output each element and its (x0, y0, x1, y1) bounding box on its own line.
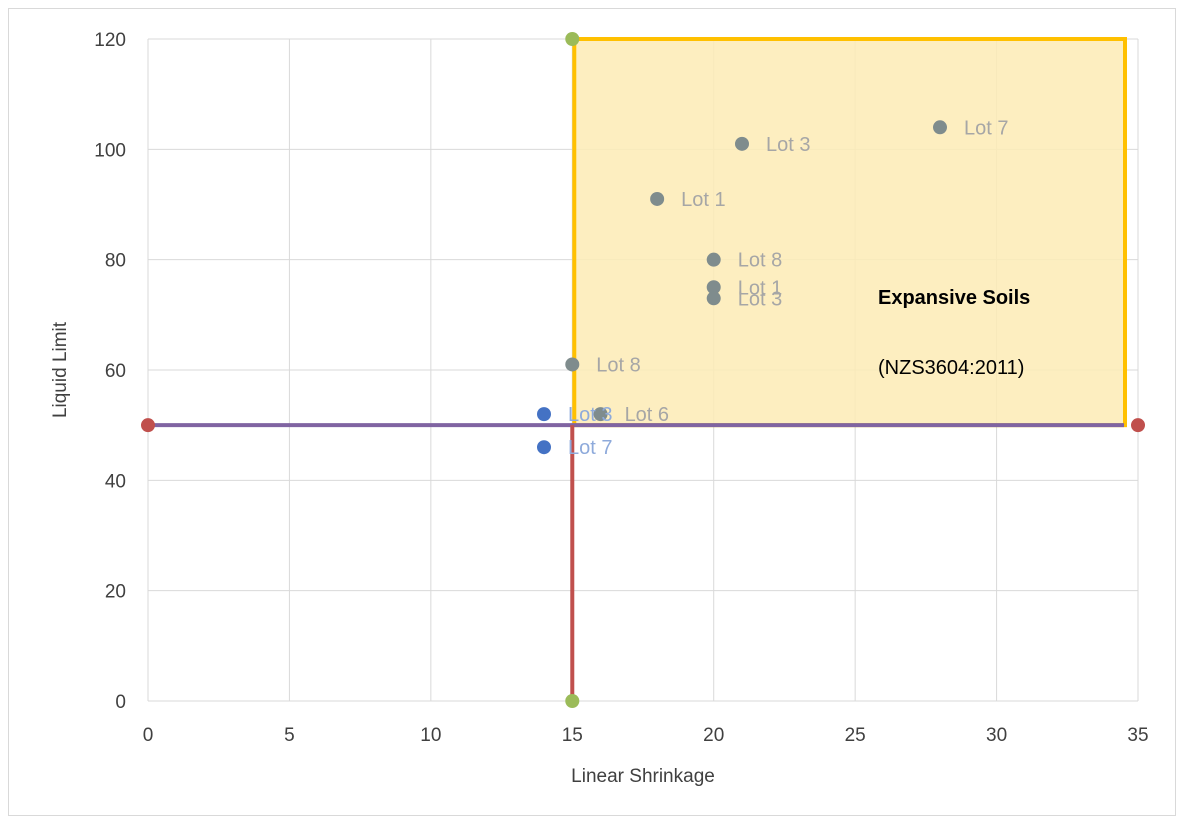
data-point (650, 191, 665, 206)
x-tick-label: 25 (845, 725, 866, 746)
data-point (537, 440, 551, 455)
threshold-lines (141, 32, 1145, 708)
x-axis-title: Linear Shrinkage (571, 766, 715, 787)
data-point-label: Lot 6 (625, 404, 669, 426)
data-point (706, 252, 721, 267)
threshold-endpoint-marker (141, 418, 155, 433)
threshold-endpoint-marker (565, 694, 580, 708)
x-tick-label: 0 (143, 725, 154, 746)
data-point-label: Lot 1 (681, 189, 725, 211)
data-point-label: Lot 7 (964, 117, 1008, 139)
data-point (706, 291, 721, 306)
x-tick-label: 20 (703, 725, 724, 746)
y-tick-label: 20 (105, 582, 126, 603)
y-axis-title: Liquid Limit (50, 321, 71, 418)
data-point (735, 136, 749, 151)
expansive-soils-zone (572, 37, 1127, 428)
zone-title: Expansive Soils (878, 287, 1030, 309)
data-point-label: Lot 3 (766, 134, 810, 156)
y-tick-label: 40 (105, 471, 126, 492)
data-point (933, 120, 947, 135)
data-point-label: Lot 1 (738, 277, 782, 299)
data-point-label: Lot 3 (738, 288, 782, 310)
data-point (706, 280, 721, 295)
x-tick-label: 35 (1127, 725, 1148, 746)
y-tick-label: 0 (115, 692, 126, 713)
data-points (537, 120, 947, 455)
threshold-endpoint-marker (565, 32, 580, 46)
data-point (565, 357, 580, 372)
gridlines (147, 38, 1139, 702)
x-tick-label: 30 (986, 725, 1007, 746)
data-point-label: Lot 3 (568, 404, 612, 426)
data-point-label: Lot 8 (738, 250, 782, 272)
data-point-label: Lot 8 (596, 354, 640, 376)
zone-subtitle: (NZS3604:2011) (878, 357, 1024, 379)
tick-labels: 0 5 10 15 20 25 30 35 0 20 40 60 80 100 120 (94, 30, 1148, 746)
data-point (537, 407, 551, 422)
y-tick-label: 60 (105, 361, 126, 382)
data-point (593, 407, 608, 422)
threshold-endpoint-marker (1131, 418, 1145, 433)
y-tick-label: 100 (94, 140, 126, 161)
y-tick-label: 80 (105, 251, 126, 272)
x-tick-label: 10 (420, 725, 441, 746)
x-tick-label: 5 (284, 725, 295, 746)
x-tick-label: 15 (562, 725, 583, 746)
data-point-label: Lot 7 (568, 437, 612, 459)
y-tick-label: 120 (94, 30, 126, 51)
